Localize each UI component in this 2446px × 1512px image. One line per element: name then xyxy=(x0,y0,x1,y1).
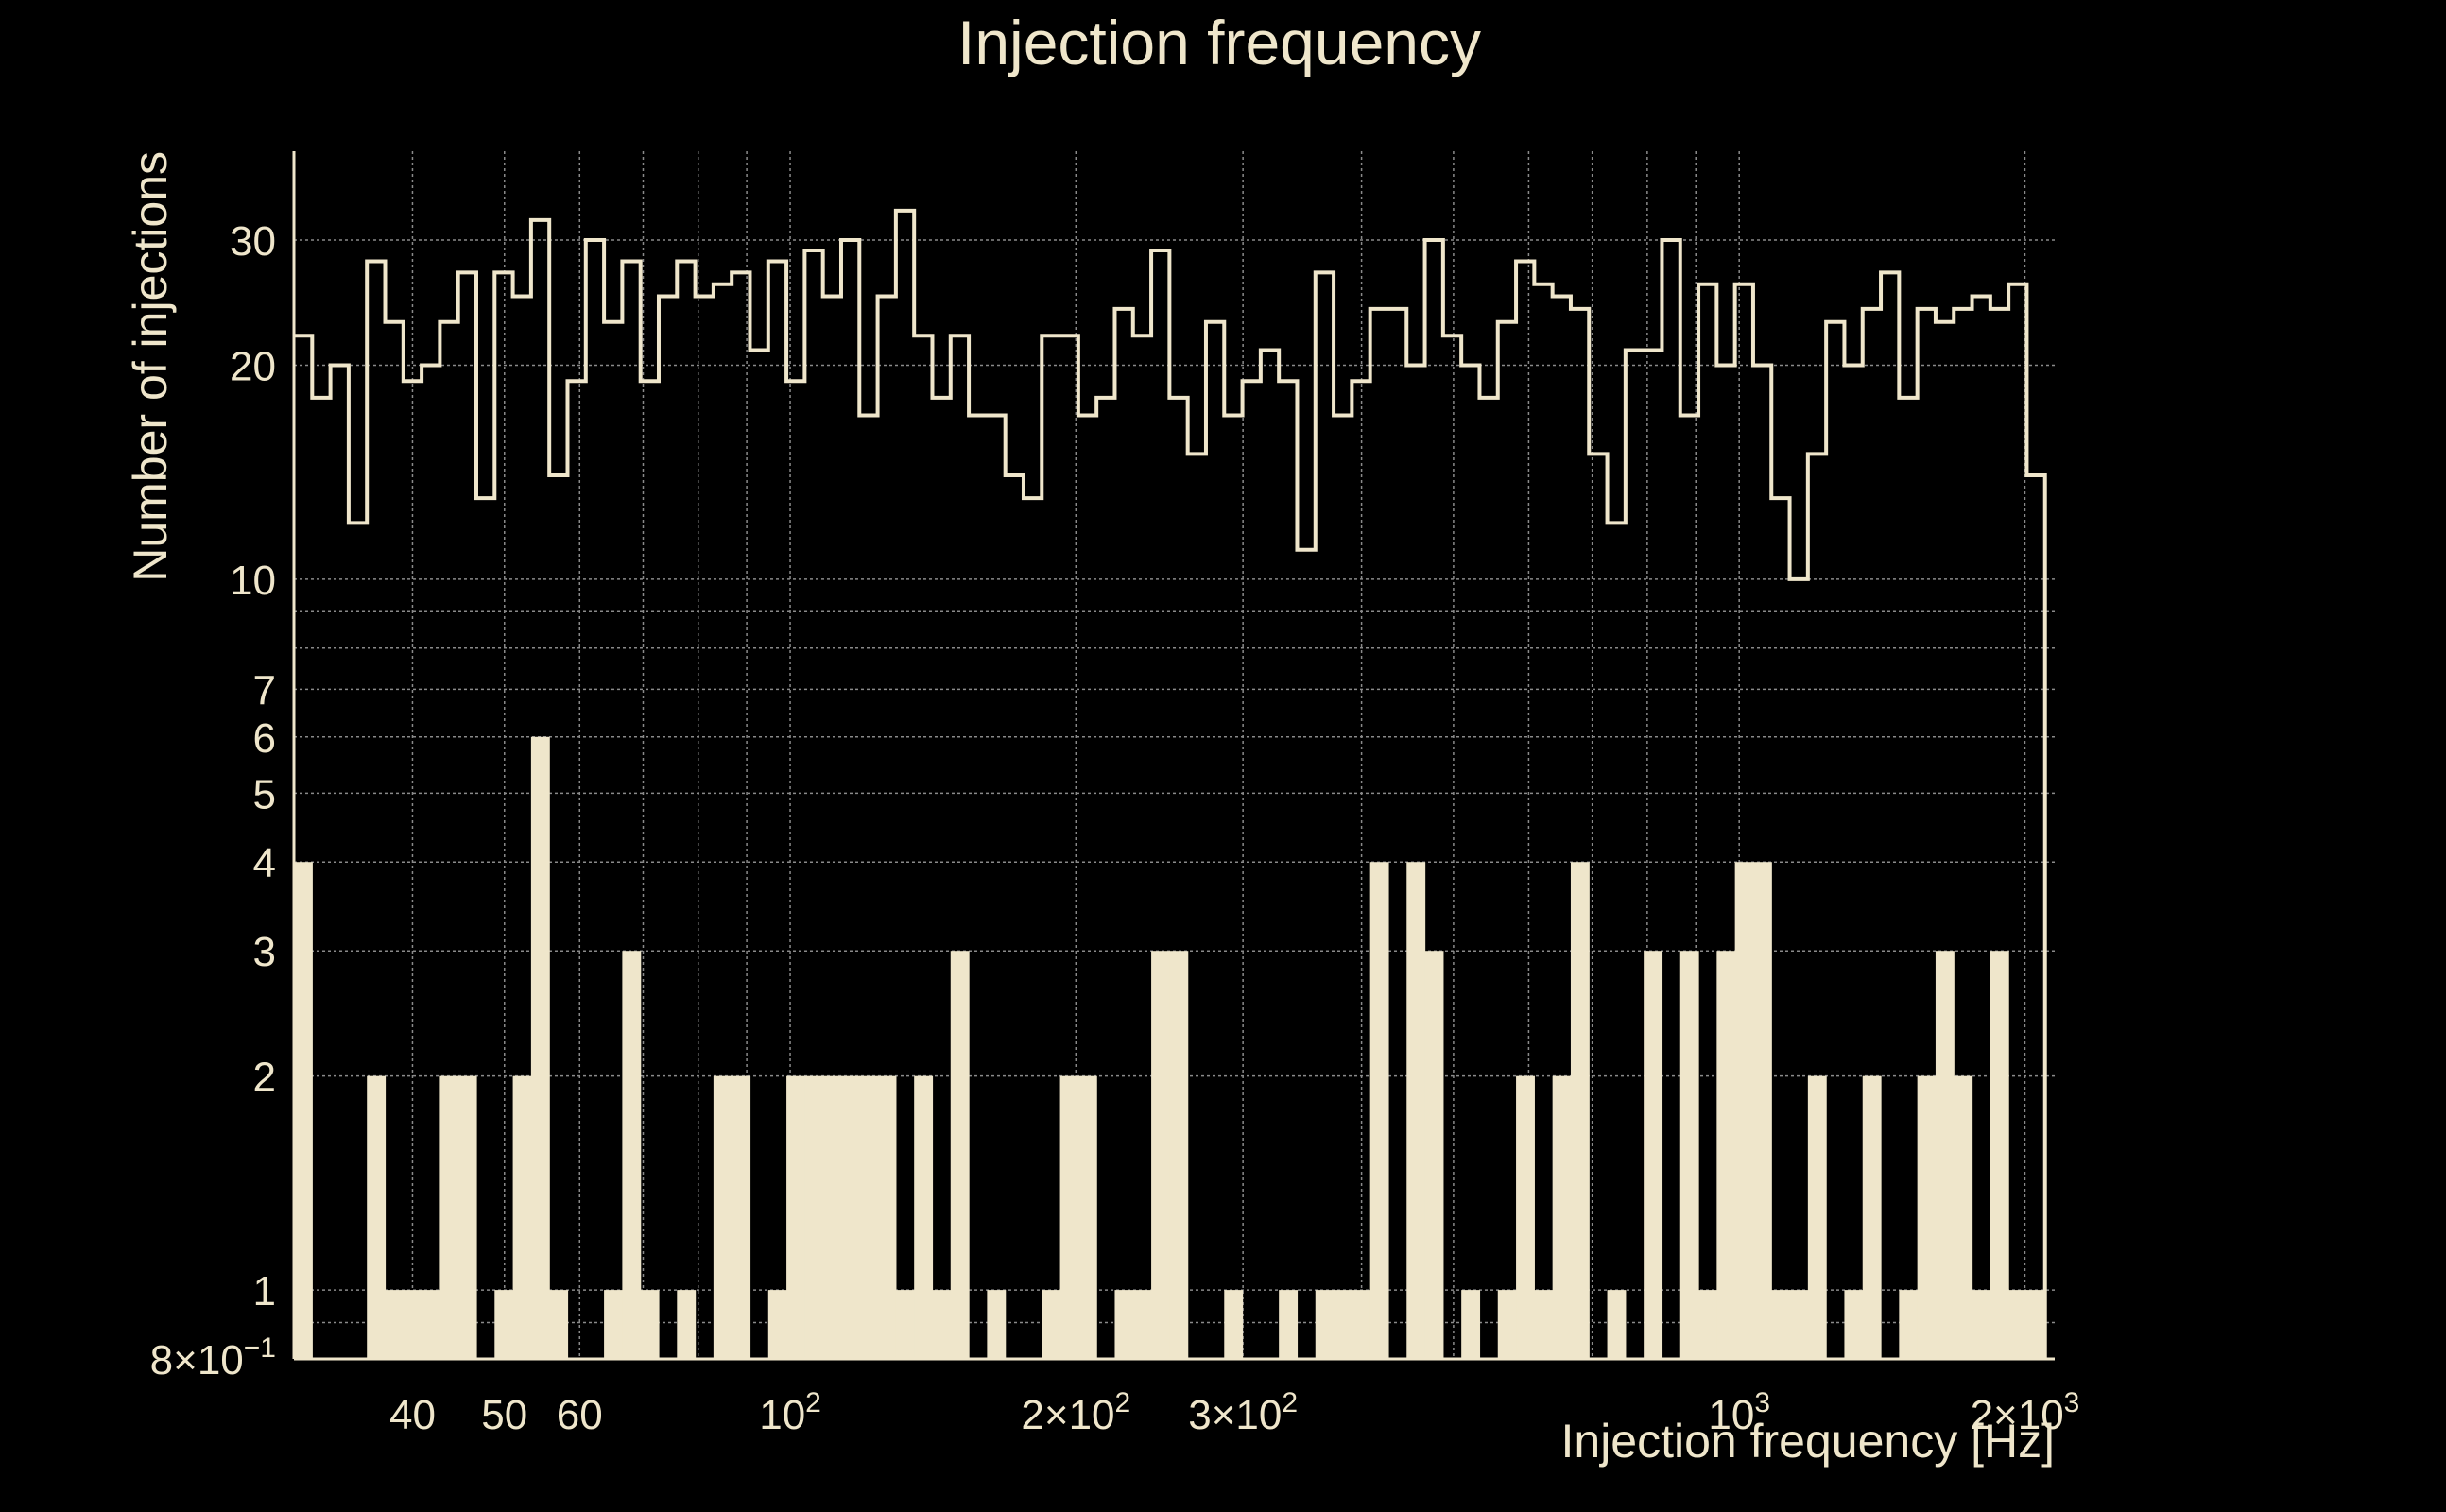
histogram-bar xyxy=(294,862,313,1359)
histogram-bar xyxy=(713,1075,732,1359)
axes xyxy=(292,151,2055,1361)
histogram-bar xyxy=(1461,1290,1481,1359)
y-tick-label: 5 xyxy=(253,771,276,817)
histogram-bar xyxy=(1807,1075,1827,1359)
histogram-bar xyxy=(732,1075,751,1359)
histogram-bar xyxy=(786,1075,805,1359)
filled-histogram xyxy=(294,736,2046,1359)
y-tick-label: 2 xyxy=(253,1055,276,1101)
histogram-bar xyxy=(1789,1290,1809,1359)
histogram-bar xyxy=(1552,1075,1572,1359)
histogram-bar xyxy=(1954,1075,1973,1359)
y-tick-label: 1 xyxy=(253,1268,276,1314)
y-tick-label: 7 xyxy=(253,667,276,713)
histogram-bar xyxy=(950,951,970,1359)
histogram-bar xyxy=(1752,862,1772,1359)
histogram-bar xyxy=(1279,1290,1299,1359)
histogram-bar xyxy=(1607,1290,1627,1359)
histogram-bar xyxy=(1716,951,1736,1359)
histogram-bar xyxy=(1570,862,1590,1359)
histogram-bar xyxy=(1899,1290,1919,1359)
histogram-bar xyxy=(2026,1290,2046,1359)
x-tick-label: 60 xyxy=(557,1392,603,1438)
histogram-bar xyxy=(1990,951,2009,1359)
y-tick-labels: 8×10−1 1 2 3 4 5 67 10 20 30 xyxy=(150,218,276,1383)
histogram-bar xyxy=(1059,1075,1079,1359)
x-tick-label: 103 xyxy=(1708,1387,1770,1438)
histogram-bar xyxy=(1516,1075,1535,1359)
step-outline-histogram xyxy=(294,208,2047,1359)
y-tick-label: 4 xyxy=(253,840,276,886)
histogram-bar xyxy=(914,1075,934,1359)
histogram-bar xyxy=(1972,1290,1991,1359)
histogram-bar xyxy=(1497,1290,1517,1359)
histogram-bar xyxy=(1077,1075,1097,1359)
histogram-bar xyxy=(1369,862,1389,1359)
histogram-bar xyxy=(1151,951,1170,1359)
histogram-bar xyxy=(1406,862,1426,1359)
histogram-bar xyxy=(512,1075,532,1359)
histogram-bar xyxy=(1862,1075,1882,1359)
histogram-bar xyxy=(1698,1290,1717,1359)
y-tick-label: 6 xyxy=(253,715,276,762)
y-tick-label: 8×10−1 xyxy=(150,1332,276,1383)
histogram-bar xyxy=(2008,1290,2028,1359)
histogram-bar xyxy=(403,1290,422,1359)
histogram-bar xyxy=(987,1290,1007,1359)
x-tick-label: 3×102 xyxy=(1188,1387,1298,1438)
histogram-bar xyxy=(1334,1290,1352,1359)
y-tick-label: 10 xyxy=(230,558,276,604)
histogram-bar xyxy=(1114,1290,1134,1359)
histogram-bar xyxy=(549,1290,569,1359)
y-tick-label: 20 xyxy=(230,343,276,389)
histogram-bar xyxy=(1917,1075,1937,1359)
histogram-bar xyxy=(457,1075,477,1359)
histogram-bar xyxy=(932,1290,952,1359)
y-tick-label: 3 xyxy=(253,929,276,975)
histogram-bar xyxy=(804,1075,824,1359)
x-tick-label: 102 xyxy=(759,1387,821,1438)
histogram-bar xyxy=(1424,951,1444,1359)
histogram-bar xyxy=(604,1290,623,1359)
histogram-bar xyxy=(1679,951,1699,1359)
histogram-bar xyxy=(1935,951,1955,1359)
x-tick-label: 2×103 xyxy=(1971,1387,2080,1438)
histogram-bar xyxy=(1844,1290,1864,1359)
histogram-bar xyxy=(439,1075,459,1359)
chart-title: Injection frequency xyxy=(957,8,1481,77)
histogram-bar xyxy=(822,1075,842,1359)
x-tick-label: 50 xyxy=(481,1392,527,1438)
histogram-bar xyxy=(859,1075,879,1359)
histogram-bar xyxy=(840,1075,860,1359)
histogram-bar xyxy=(1224,1290,1244,1359)
histogram-bar xyxy=(767,1290,787,1359)
histogram-bar xyxy=(494,1290,514,1359)
x-tick-label: 2×102 xyxy=(1021,1387,1130,1438)
histogram-bar xyxy=(422,1290,440,1359)
histogram-bar xyxy=(622,951,642,1359)
histogram-bar xyxy=(1644,951,1663,1359)
histogram-bar xyxy=(640,1290,660,1359)
x-tick-label: 40 xyxy=(389,1392,436,1438)
histogram-bar xyxy=(1132,1290,1152,1359)
x-axis-label: Injection frequency [Hz] xyxy=(1561,1415,2056,1468)
histogram-bar xyxy=(367,1075,387,1359)
histogram-bar xyxy=(530,736,550,1359)
histogram-bar xyxy=(1352,1290,1371,1359)
histogram-bar xyxy=(1534,1290,1554,1359)
histogram-bar xyxy=(677,1290,697,1359)
histogram-bar xyxy=(1315,1290,1335,1359)
x-tick-labels: 40 50 60 102 2×102 3×102 103 2×103 xyxy=(389,1387,2079,1438)
histogram-bar xyxy=(877,1075,897,1359)
y-tick-label: 30 xyxy=(230,218,276,265)
histogram-bar xyxy=(385,1290,405,1359)
histogram-bar xyxy=(895,1290,915,1359)
y-axis-label: Number of injections xyxy=(124,151,177,582)
histogram-bar xyxy=(1771,1290,1791,1359)
histogram-bar xyxy=(1042,1290,1061,1359)
histogram-bar xyxy=(1734,862,1754,1359)
histogram-bar xyxy=(1169,951,1189,1359)
